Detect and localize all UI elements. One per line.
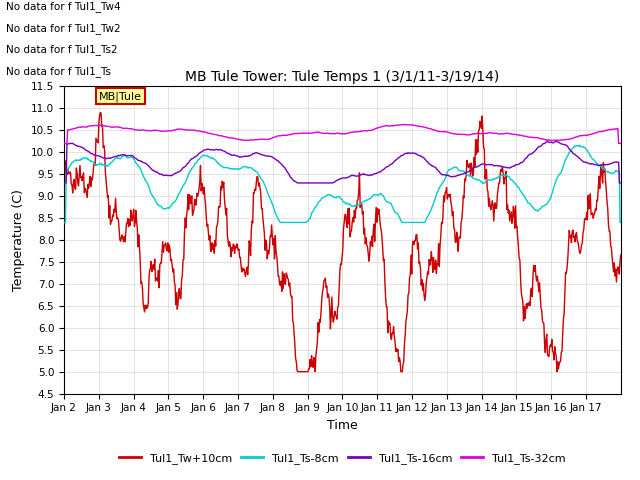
Text: No data for f Tul1_Tw2: No data for f Tul1_Tw2 (6, 23, 121, 34)
Y-axis label: Temperature (C): Temperature (C) (12, 189, 26, 291)
Title: MB Tule Tower: Tule Temps 1 (3/1/11-3/19/14): MB Tule Tower: Tule Temps 1 (3/1/11-3/19… (185, 70, 500, 84)
X-axis label: Time: Time (327, 419, 358, 432)
Text: No data for f Tul1_Ts2: No data for f Tul1_Ts2 (6, 44, 118, 55)
Text: MB|Tule: MB|Tule (99, 91, 142, 102)
Text: No data for f Tul1_Tw4: No data for f Tul1_Tw4 (6, 1, 121, 12)
Text: No data for f Tul1_Ts: No data for f Tul1_Ts (6, 66, 111, 77)
Legend: Tul1_Tw+10cm, Tul1_Ts-8cm, Tul1_Ts-16cm, Tul1_Ts-32cm: Tul1_Tw+10cm, Tul1_Ts-8cm, Tul1_Ts-16cm,… (115, 448, 570, 468)
